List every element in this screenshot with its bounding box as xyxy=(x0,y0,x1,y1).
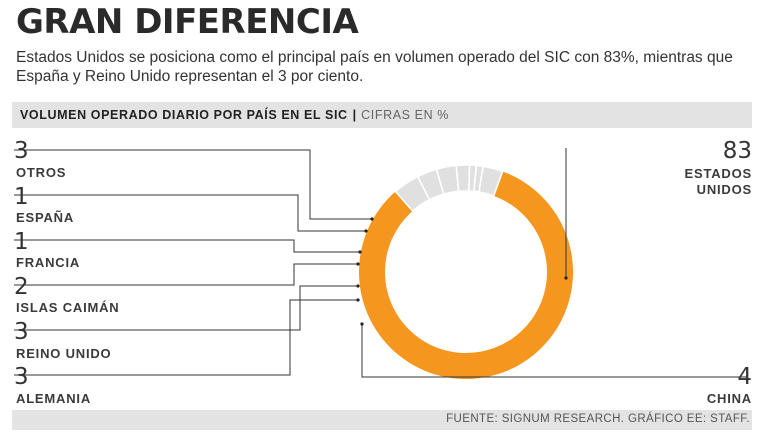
leader-dot-reino-unido xyxy=(356,284,360,288)
leader-line-reino-unido xyxy=(14,285,358,331)
page-subtitle: Estados Unidos se posiciona como el prin… xyxy=(16,49,733,85)
label-name-francia: FRANCIA xyxy=(16,255,81,270)
leader-line-otros xyxy=(14,149,372,220)
leader-line-francia xyxy=(14,239,360,253)
label-value-reino-unido: 3 xyxy=(14,319,29,345)
leader-line-china xyxy=(361,324,748,378)
label-name-china: CHINA xyxy=(706,391,752,406)
donut-slice-otros xyxy=(478,165,504,197)
leader-line-alemania xyxy=(14,299,358,376)
leader-line-islas-caiman xyxy=(14,263,358,286)
footer-bar xyxy=(12,410,752,430)
leader-line-espana xyxy=(14,194,366,232)
leader-dot-francia xyxy=(358,250,362,254)
label-name-reino-unido: REINO UNIDO xyxy=(16,346,112,361)
label-value-alemania: 3 xyxy=(14,364,29,390)
leader-dot-estados-unidos xyxy=(564,276,568,280)
label-value-islas-caiman: 2 xyxy=(14,274,29,300)
footer-source: FUENTE: SIGNUM RESEARCH. GRÁFICO EE: STA… xyxy=(446,413,750,425)
label-name-estados-unidos: ESTADOS UNIDOS xyxy=(684,166,752,197)
label-value-francia: 1 xyxy=(14,229,29,255)
label-value-espana: 1 xyxy=(14,184,29,210)
label-value-otros: 3 xyxy=(14,138,29,164)
leader-dot-alemania xyxy=(356,298,360,302)
label-name-islas-caiman: ISLAS CAIMÁN xyxy=(16,300,120,315)
page-title: GRAN DIFERENCIA xyxy=(16,2,359,42)
leader-dot-espana xyxy=(364,229,368,233)
label-name-alemania: ALEMANIA xyxy=(16,391,92,406)
chart-title: VOLUMEN OPERADO DIARIO POR PAÍS EN EL SI… xyxy=(20,108,348,122)
label-name-espana: ESPAÑA xyxy=(16,210,75,225)
donut-slice-estados-unidos xyxy=(358,171,573,379)
label-name-otros: OTROS xyxy=(16,165,67,180)
chart-header-bar: VOLUMEN OPERADO DIARIO POR PAÍS EN EL SI… xyxy=(12,102,752,128)
leader-dot-china xyxy=(360,322,364,326)
donut-slice-islas-caiman xyxy=(455,164,471,193)
chart-units: CIFRAS EN % xyxy=(361,108,450,122)
leader-dot-otros xyxy=(370,217,374,221)
label-value-estados-unidos: 83 xyxy=(722,138,752,164)
leader-dot-islas-caiman xyxy=(356,262,360,266)
chart-header-separator: | xyxy=(352,108,357,122)
label-value-china: 4 xyxy=(737,364,752,390)
